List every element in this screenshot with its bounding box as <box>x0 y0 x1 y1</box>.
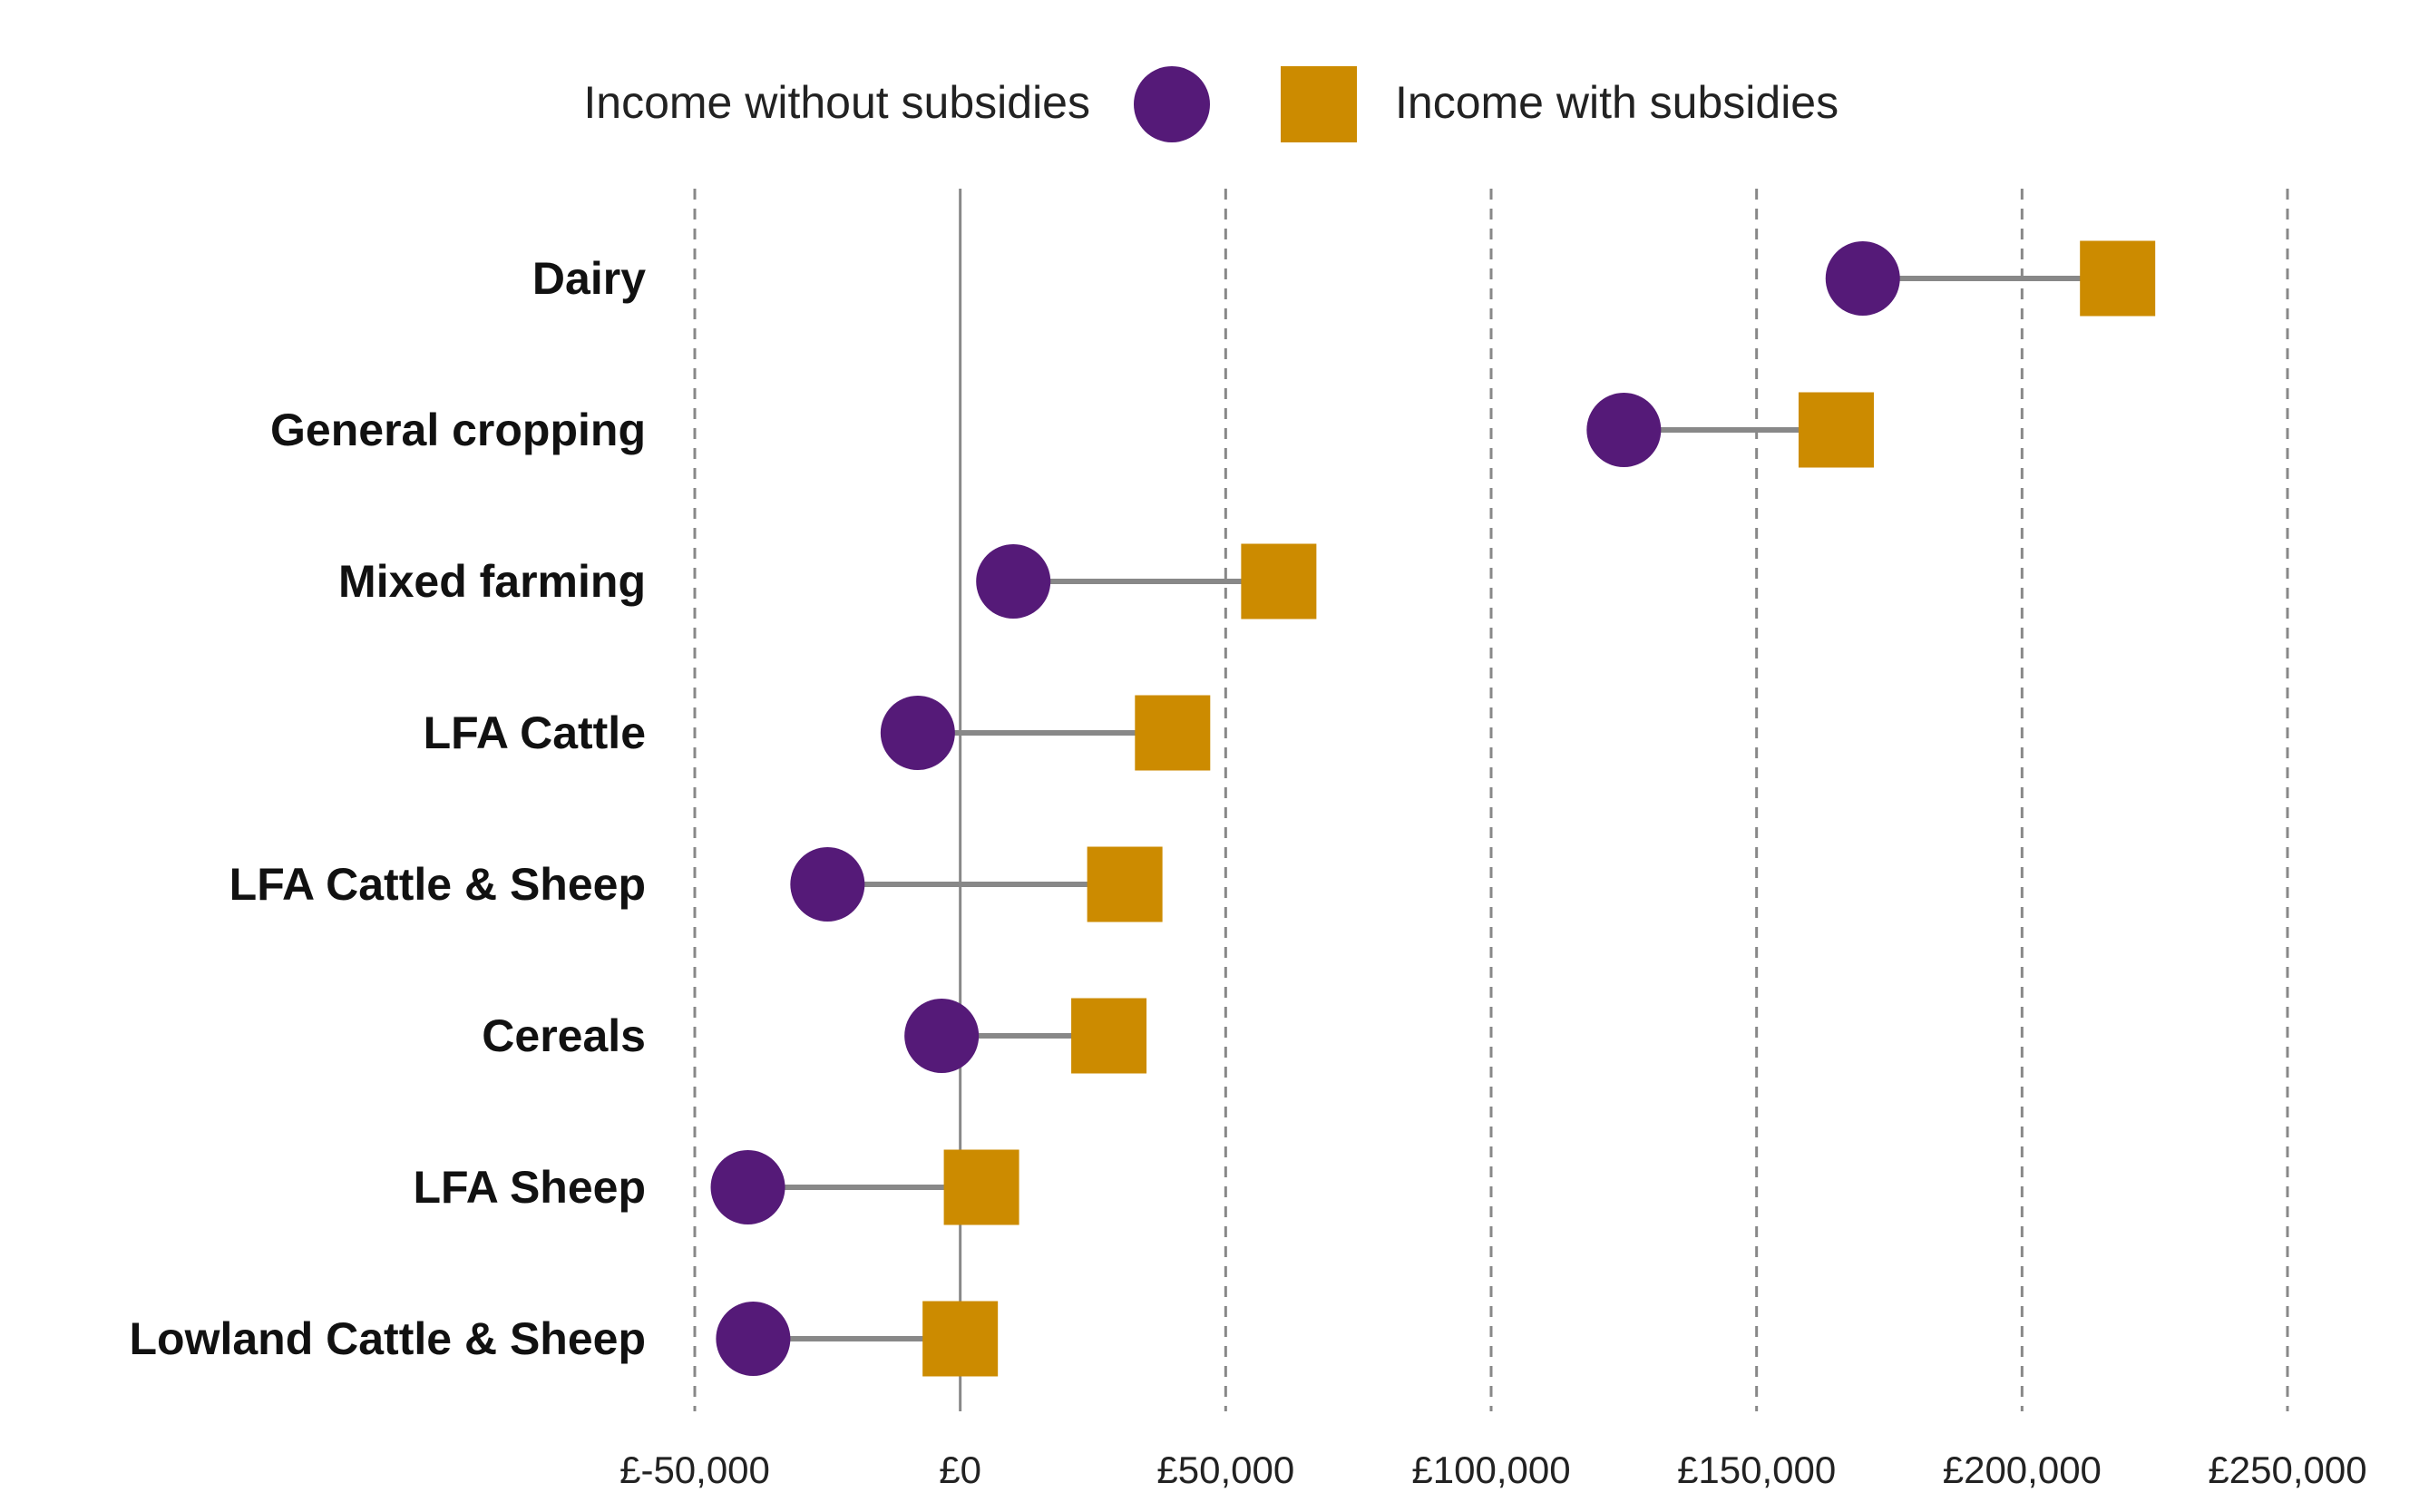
x-tick-label: £250,000 <box>2208 1449 2366 1491</box>
x-tick-labels: £-50,000 £0 £50,000 £100,000 £150,000 £200,00… <box>619 1449 2367 1491</box>
marker-income-with-subsidies <box>922 1301 999 1377</box>
legend-label-without: Income without subsidies <box>583 77 1090 128</box>
legend-label-with: Income with subsidies <box>1395 77 1839 128</box>
grid <box>693 189 2289 1411</box>
x-tick-label: £50,000 <box>1156 1449 1294 1491</box>
legend-circle-marker <box>1134 66 1210 142</box>
x-tick-label: £-50,000 <box>619 1449 770 1491</box>
marker-income-without-subsidies <box>904 999 980 1073</box>
marker-income-with-subsidies <box>1241 543 1317 619</box>
category-label: Mixed farming <box>338 556 646 607</box>
marker-income-without-subsidies <box>976 544 1051 619</box>
marker-income-without-subsidies <box>790 847 865 922</box>
category-label: LFA Sheep <box>413 1162 646 1213</box>
category-label: LFA Cattle <box>424 707 646 758</box>
marker-income-without-subsidies <box>1825 241 1900 316</box>
legend: Income without subsidies Income with sub… <box>583 66 1839 142</box>
marker-income-with-subsidies <box>1135 695 1211 771</box>
marker-income-without-subsidies <box>716 1302 791 1376</box>
category-label: Dairy <box>532 253 646 304</box>
marker-income-with-subsidies <box>943 1149 1019 1225</box>
x-tick-label: £150,000 <box>1677 1449 1836 1491</box>
marker-income-with-subsidies <box>2080 240 2156 317</box>
category-label: Lowland Cattle & Sheep <box>129 1313 646 1364</box>
category-labels: Dairy General cropping Mixed farming LFA Ca… <box>129 253 646 1364</box>
marker-income-without-subsidies <box>1586 393 1662 467</box>
marker-income-with-subsidies <box>1087 846 1163 922</box>
category-label: LFA Cattle & Sheep <box>229 859 646 910</box>
marker-income-with-subsidies <box>1798 392 1874 468</box>
x-tick-label: £0 <box>939 1449 981 1491</box>
marker-income-without-subsidies <box>710 1150 785 1224</box>
marker-income-with-subsidies <box>1071 998 1147 1074</box>
x-tick-label: £200,000 <box>1943 1449 2102 1491</box>
markers <box>710 240 2156 1377</box>
marker-income-without-subsidies <box>880 696 955 770</box>
x-tick-label: £100,000 <box>1411 1449 1570 1491</box>
category-label: General cropping <box>270 405 646 455</box>
legend-square-marker <box>1281 66 1357 142</box>
category-label: Cereals <box>482 1010 646 1061</box>
